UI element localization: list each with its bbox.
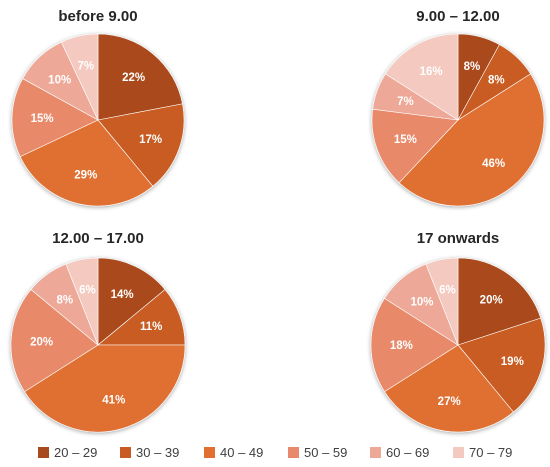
- pie-slice-0-2: [19, 119, 154, 207]
- pie-slice-label-3-1: 19%: [501, 356, 524, 368]
- pie-slice-label-3-3: 18%: [390, 340, 413, 352]
- pie-slice-label-3-0: 20%: [480, 294, 503, 306]
- legend-swatch-4: [370, 447, 381, 458]
- pie-slice-label-2-1: 11%: [140, 321, 162, 333]
- pie-slice-2-5: [65, 257, 99, 346]
- pie-chart-before-9: before 9.00 22% 17% 29% 15% 10% 7%: [11, 8, 185, 207]
- pie-slice-label-1-5: 16%: [420, 66, 443, 78]
- pie-slice-3-2: [384, 344, 514, 433]
- pie-slice-3-1: [457, 317, 546, 413]
- pie-slice-label-3-4: 10%: [410, 296, 433, 308]
- pie-labels-17-onwards: 20% 19% 27% 18% 10% 6%: [390, 285, 524, 408]
- pie-title-before-9: before 9.00: [58, 8, 137, 25]
- pie-slice-label-0-5: 7%: [77, 60, 94, 72]
- legend-label-5: 70 – 79: [469, 445, 512, 460]
- legend-label-4: 60 – 69: [386, 445, 429, 460]
- pie-slice-0-5: [60, 33, 99, 121]
- pie-slice-2-3: [10, 289, 99, 393]
- pie-title-9-12: 9.00 – 12.00: [416, 8, 499, 25]
- pie-labels-before-9: 22% 17% 29% 15% 10% 7%: [31, 60, 163, 181]
- pie-chart-12-17: 12.00 – 17.00 14% 11% 41% 20% 8% 6%: [10, 230, 186, 433]
- legend-swatch-1: [120, 447, 131, 458]
- legend-label-1: 30 – 39: [136, 445, 179, 460]
- pie-slice-label-2-2: 41%: [102, 394, 125, 406]
- pie-slice-label-0-4: 10%: [48, 74, 71, 86]
- pie-slices-before-9: [11, 33, 185, 207]
- pie-labels-9-12: 8% 8% 46% 15% 7% 16%: [394, 61, 505, 170]
- pie-slice-label-3-5: 6%: [439, 285, 456, 297]
- pie-slice-3-0: [457, 257, 542, 346]
- pie-slices-17-onwards: [370, 257, 546, 433]
- pie-slice-label-0-3: 15%: [31, 113, 54, 125]
- legend-swatch-3: [288, 447, 299, 458]
- pie-slices-12-17: [10, 257, 186, 433]
- pie-slice-label-1-1: 8%: [488, 74, 505, 86]
- pie-title-17-onwards: 17 onwards: [417, 230, 500, 247]
- legend-swatch-0: [38, 447, 49, 458]
- legend-swatch-5: [453, 447, 464, 458]
- pie-slice-0-3: [11, 78, 99, 158]
- pie-slice-label-2-0: 14%: [111, 289, 134, 301]
- pie-slice-label-0-2: 29%: [74, 170, 97, 182]
- legend-label-3: 50 – 59: [304, 445, 347, 460]
- legend-swatch-2: [204, 447, 215, 458]
- pie-slice-3-5: [425, 257, 459, 346]
- pie-slices-9-12: [371, 33, 545, 207]
- pie-slice-label-1-0: 8%: [464, 61, 481, 73]
- pie-title-12-17: 12.00 – 17.00: [52, 230, 144, 247]
- pie-slice-label-0-1: 17%: [139, 134, 162, 146]
- pie-slice-label-3-2: 27%: [438, 396, 461, 408]
- pie-slice-2-2: [24, 344, 186, 433]
- pie-slice-1-3: [371, 108, 459, 184]
- pie-slice-label-1-4: 7%: [397, 96, 414, 108]
- pie-slice-0-0: [97, 33, 183, 121]
- pie-slice-label-0-0: 22%: [122, 72, 145, 84]
- pie-slice-2-0: [97, 257, 166, 346]
- legend-label-2: 40 – 49: [220, 445, 263, 460]
- pie-chart-9-12: 9.00 – 12.00 8% 8% 46% 15% 7% 16%: [371, 8, 545, 207]
- pie-slice-label-1-2: 46%: [482, 158, 505, 170]
- pie-slice-0-1: [97, 103, 185, 187]
- pie-labels-12-17: 14% 11% 41% 20% 8% 6%: [30, 285, 162, 407]
- pie-slice-label-2-5: 6%: [79, 285, 96, 297]
- pie-slice-3-3: [370, 297, 459, 393]
- pie-slice-1-2: [398, 73, 545, 207]
- pie-slice-label-2-4: 8%: [56, 294, 73, 306]
- pie-slice-1-5: [384, 33, 459, 121]
- pie-slice-label-1-3: 15%: [394, 134, 417, 146]
- legend: 20 – 29 30 – 39 40 – 49 50 – 59 60 – 69 70 – …: [38, 445, 512, 460]
- legend-label-0: 20 – 29: [54, 445, 97, 460]
- pie-slice-label-2-3: 20%: [30, 336, 53, 348]
- pie-chart-17-onwards: 17 onwards 20% 19% 27% 18% 10% 6%: [370, 230, 546, 433]
